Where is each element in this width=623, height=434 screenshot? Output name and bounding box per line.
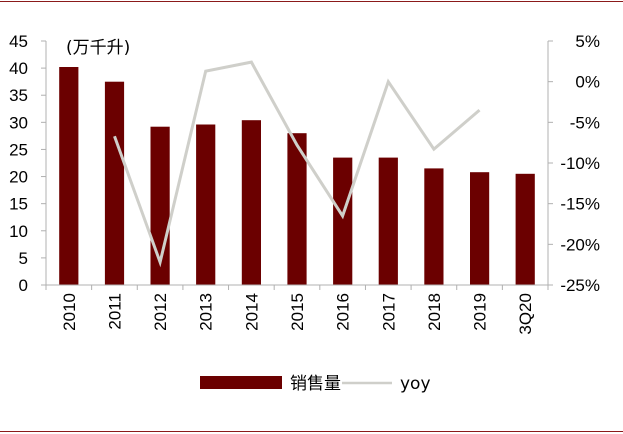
x-tick-label: 2019 <box>471 293 490 331</box>
x-tick-label: 2014 <box>242 293 261 331</box>
right-axis-ticks: -25% -20% -15% -10% -5% 0% 5% <box>548 32 600 295</box>
legend: 销售量 yoy <box>200 374 431 394</box>
x-tick-label: 2011 <box>106 293 125 330</box>
bar-2019 <box>470 172 490 285</box>
bar-2011 <box>104 81 125 285</box>
x-tick-label: 2017 <box>379 293 398 331</box>
right-tick-label: 5% <box>575 32 600 51</box>
x-tick-label: 2013 <box>197 293 216 331</box>
legend-line-label: yoy <box>400 374 431 394</box>
bar-2016 <box>333 157 353 285</box>
x-tick-label: 2016 <box>334 293 353 331</box>
unit-label: (万千升) <box>66 38 130 58</box>
left-tick-label: 30 <box>9 113 28 132</box>
right-tick-label: -10% <box>560 154 600 173</box>
right-tick-label: 0% <box>575 73 600 92</box>
bar-2010 <box>59 67 79 285</box>
bar-3Q20 <box>515 173 535 285</box>
left-tick-label: 0 <box>19 276 28 295</box>
line-series <box>113 60 481 268</box>
bar-2015 <box>287 133 307 285</box>
x-tick-label: 2015 <box>288 293 307 331</box>
left-axis-ticks: 0 5 10 15 20 25 30 35 40 45 <box>9 32 46 295</box>
left-tick-label: 40 <box>9 59 28 78</box>
left-tick-label: 20 <box>9 168 28 187</box>
left-tick-label: 35 <box>9 86 28 105</box>
bar-2013 <box>196 124 216 285</box>
x-tick-label: 2012 <box>151 293 170 331</box>
bar-2014 <box>241 120 261 285</box>
bottom-rule <box>0 431 623 432</box>
legend-bar-label: 销售量 <box>290 374 341 394</box>
right-tick-label: -5% <box>570 113 600 132</box>
bar-2017 <box>378 157 398 285</box>
x-tick-label: 2018 <box>425 293 444 331</box>
bar-series <box>59 67 535 285</box>
left-tick-label: 25 <box>9 140 28 159</box>
left-tick-label: 5 <box>19 249 28 268</box>
left-tick-label: 15 <box>9 195 28 214</box>
right-tick-label: -15% <box>560 195 600 214</box>
right-tick-label: -20% <box>560 235 600 254</box>
x-tick-label: 2010 <box>60 293 79 331</box>
x-tick-label: 3Q20 <box>516 293 535 335</box>
bar-2018 <box>424 168 444 285</box>
right-tick-label: -25% <box>560 276 600 295</box>
legend-bar-swatch <box>200 376 282 389</box>
left-tick-label: 10 <box>9 222 28 241</box>
left-tick-label: 45 <box>9 32 28 51</box>
x-axis-ticks: 2010 2011 2012 2013 2014 2015 2016 2017 2018 2019… <box>45 285 549 335</box>
top-rule <box>0 1 623 2</box>
